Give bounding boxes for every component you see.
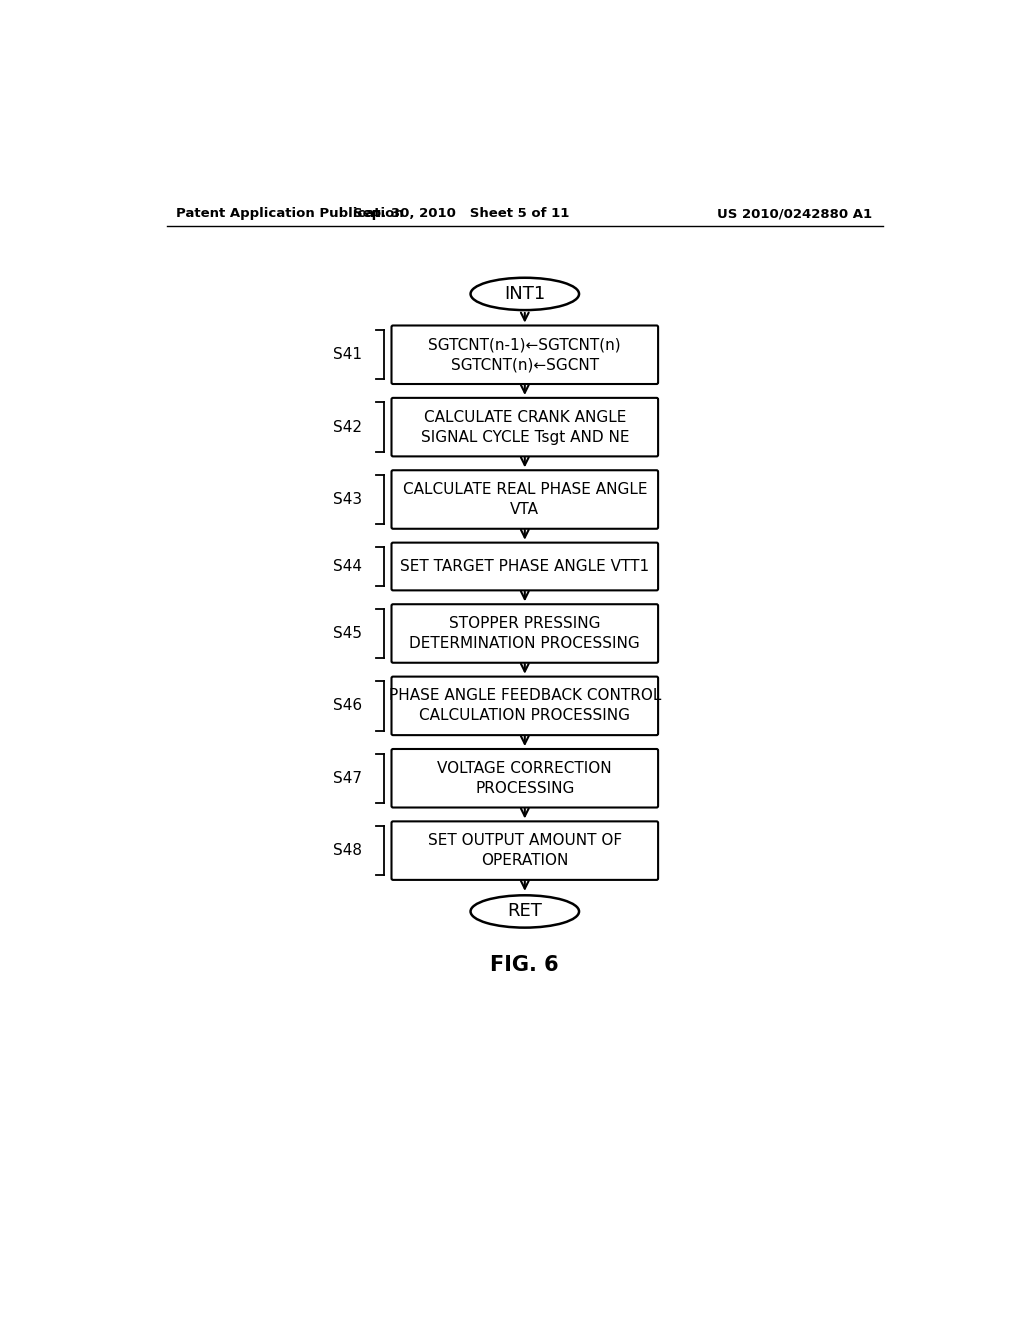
Text: FIG. 6: FIG. 6 — [490, 954, 559, 974]
Text: S44: S44 — [333, 558, 362, 574]
Text: S43: S43 — [333, 492, 362, 507]
Text: Patent Application Publication: Patent Application Publication — [176, 207, 403, 220]
Text: S45: S45 — [333, 626, 362, 642]
Text: Sep. 30, 2010   Sheet 5 of 11: Sep. 30, 2010 Sheet 5 of 11 — [353, 207, 569, 220]
Text: CALCULATE CRANK ANGLE
SIGNAL CYCLE Tsgt AND NE: CALCULATE CRANK ANGLE SIGNAL CYCLE Tsgt … — [421, 409, 629, 445]
Text: S48: S48 — [333, 843, 362, 858]
Text: CALCULATE REAL PHASE ANGLE
VTA: CALCULATE REAL PHASE ANGLE VTA — [402, 482, 647, 517]
Text: VOLTAGE CORRECTION
PROCESSING: VOLTAGE CORRECTION PROCESSING — [437, 760, 612, 796]
Text: PHASE ANGLE FEEDBACK CONTROL
CALCULATION PROCESSING: PHASE ANGLE FEEDBACK CONTROL CALCULATION… — [389, 689, 660, 723]
Text: S46: S46 — [333, 698, 362, 713]
Text: SET TARGET PHASE ANGLE VTT1: SET TARGET PHASE ANGLE VTT1 — [400, 558, 649, 574]
Text: SGTCNT(n-1)←SGTCNT(n)
SGTCNT(n)←SGCNT: SGTCNT(n-1)←SGTCNT(n) SGTCNT(n)←SGCNT — [428, 338, 622, 372]
Text: S41: S41 — [333, 347, 362, 362]
Text: INT1: INT1 — [504, 285, 546, 302]
Text: SET OUTPUT AMOUNT OF
OPERATION: SET OUTPUT AMOUNT OF OPERATION — [428, 833, 622, 869]
Text: S42: S42 — [333, 420, 362, 434]
Text: US 2010/0242880 A1: US 2010/0242880 A1 — [717, 207, 872, 220]
Text: S47: S47 — [333, 771, 362, 785]
Text: STOPPER PRESSING
DETERMINATION PROCESSING: STOPPER PRESSING DETERMINATION PROCESSIN… — [410, 616, 640, 651]
Text: RET: RET — [507, 903, 543, 920]
